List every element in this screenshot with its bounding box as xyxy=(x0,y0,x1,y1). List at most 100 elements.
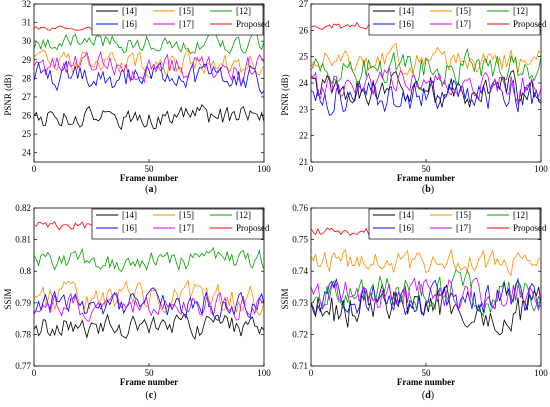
legend-label: Proposed xyxy=(513,19,547,29)
y-tick-label: 0.76 xyxy=(292,203,308,213)
x-axis-label: Frame number xyxy=(397,377,455,387)
x-tick-label: 50 xyxy=(422,164,432,174)
chart-panel-c: 0.77 0.78 0.79 0.8 0.81 0.82 0 50 100 Frame numbe… xyxy=(3,203,271,401)
y-tick-label: 29 xyxy=(22,55,32,65)
series-line-16 xyxy=(34,60,264,95)
x-tick-label: 50 xyxy=(422,368,432,378)
caption-letter: d xyxy=(425,390,431,401)
x-axis-label: Frame number xyxy=(120,377,178,387)
series-line-17 xyxy=(311,277,541,312)
panel-caption: (d) xyxy=(422,390,434,401)
legend-label: [12] xyxy=(513,210,528,220)
series-line-16 xyxy=(311,277,541,317)
x-axis-label: Frame number xyxy=(120,173,178,183)
x-tick-label: 50 xyxy=(145,368,155,378)
panel-caption: (b) xyxy=(422,184,434,195)
y-tick-label: 21 xyxy=(299,157,308,167)
x-tick-label: 100 xyxy=(257,164,271,174)
legend-box xyxy=(368,208,541,240)
y-tick-label: 0.74 xyxy=(292,266,308,276)
series-line-12 xyxy=(34,246,264,272)
series-line-15 xyxy=(311,248,541,277)
series-line-14 xyxy=(34,313,264,341)
caption-close: ) xyxy=(431,184,434,195)
y-axis-label: SSIM xyxy=(3,288,13,309)
series-line-12 xyxy=(311,47,541,87)
legend-label: [17] xyxy=(179,223,194,233)
y-tick-label: 27 xyxy=(22,92,32,102)
y-tick-label: 31 xyxy=(22,18,31,28)
legend-box xyxy=(91,4,264,36)
series-line-17 xyxy=(34,292,264,322)
panel-caption: (a) xyxy=(145,184,157,195)
legend-label: [16] xyxy=(399,19,414,29)
y-axis-label: SSIM xyxy=(280,288,290,309)
legend-label: [14] xyxy=(122,6,137,16)
y-tick-label: 0.82 xyxy=(15,203,31,213)
series-line-12 xyxy=(311,268,541,318)
x-tick-label: 0 xyxy=(32,368,37,378)
y-tick-label: 0.75 xyxy=(292,235,308,245)
x-axis-label: Frame number xyxy=(397,173,455,183)
caption-open: ( xyxy=(145,184,149,195)
legend-label: [14] xyxy=(122,210,137,220)
x-tick-label: 0 xyxy=(309,164,314,174)
caption-letter: b xyxy=(425,184,431,195)
caption-close: ) xyxy=(154,184,157,195)
y-tick-label: 0.78 xyxy=(15,329,31,339)
legend-label: Proposed xyxy=(513,223,547,233)
y-tick-label: 25 xyxy=(22,129,32,139)
legend-box xyxy=(368,4,541,36)
y-tick-label: 26 xyxy=(299,25,309,35)
series-line-17 xyxy=(34,50,264,85)
legend-label: [15] xyxy=(179,210,194,220)
series-line-14 xyxy=(311,69,541,108)
series-line-12 xyxy=(34,30,264,55)
x-tick-label: 100 xyxy=(257,368,271,378)
x-tick-label: 50 xyxy=(145,164,155,174)
legend-label: [12] xyxy=(236,210,251,220)
y-tick-label: 24 xyxy=(22,148,32,158)
caption-open: ( xyxy=(145,390,149,401)
legend-label: [14] xyxy=(399,210,414,220)
caption-letter: a xyxy=(149,184,154,195)
legend-label: [14] xyxy=(399,6,414,16)
y-tick-label: 26 xyxy=(22,111,32,121)
x-tick-label: 100 xyxy=(534,164,548,174)
y-tick-label: 0.73 xyxy=(292,298,308,308)
legend-label: [16] xyxy=(122,19,137,29)
series-line-16 xyxy=(311,79,541,116)
y-tick-label: 30 xyxy=(22,36,32,46)
y-tick-label: 0.81 xyxy=(15,235,31,245)
legend-label: [17] xyxy=(456,223,471,233)
series-line-14 xyxy=(34,104,264,131)
caption-open: ( xyxy=(422,390,426,401)
x-tick-label: 0 xyxy=(309,368,314,378)
legend-label: [12] xyxy=(513,6,528,16)
legend-label: [17] xyxy=(179,19,194,29)
legend-label: [16] xyxy=(122,223,137,233)
legend-label: [15] xyxy=(456,6,471,16)
chart-panel-a: 24 25 26 27 28 29 30 31 32 0 50 100 Frame number PSNR… xyxy=(3,0,271,195)
caption-close: ) xyxy=(431,390,434,401)
legend-label: [17] xyxy=(456,19,471,29)
chart-panel-d: 0.71 0.72 0.73 0.74 0.75 0.76 0 50 100 Frame numb… xyxy=(280,203,548,401)
y-tick-label: 0.77 xyxy=(15,361,31,371)
x-tick-label: 100 xyxy=(534,368,548,378)
legend-label: Proposed xyxy=(236,19,270,29)
y-tick-label: 0.72 xyxy=(292,329,308,339)
caption-close: ) xyxy=(153,390,156,401)
y-tick-label: 25 xyxy=(299,52,309,62)
legend-label: [15] xyxy=(179,6,194,16)
y-tick-label: 27 xyxy=(299,0,309,9)
chart-panel-b: 21 22 23 24 25 26 27 0 50 100 Frame number PSNR (dB… xyxy=(280,0,548,195)
y-tick-label: 28 xyxy=(22,73,32,83)
y-tick-label: 0.71 xyxy=(292,361,308,371)
y-tick-label: 32 xyxy=(22,0,31,9)
y-axis-label: PSNR (dB) xyxy=(280,74,290,115)
caption-letter: c xyxy=(149,390,154,401)
legend-box xyxy=(91,208,264,240)
y-tick-label: 22 xyxy=(299,131,308,141)
y-tick-label: 0.79 xyxy=(15,298,31,308)
